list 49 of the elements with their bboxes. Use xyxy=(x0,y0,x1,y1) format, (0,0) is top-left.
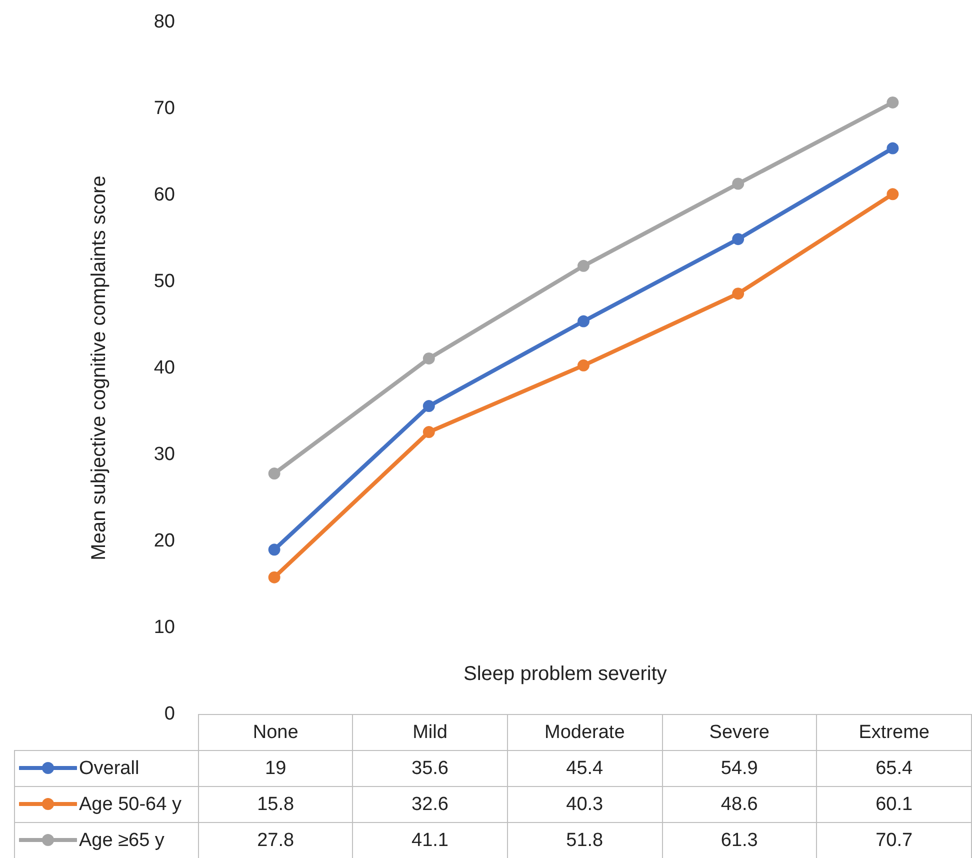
data-label: 54.9 xyxy=(662,750,817,786)
point xyxy=(732,178,744,190)
y-tick-label: 30 xyxy=(154,444,175,465)
point xyxy=(732,233,744,246)
data-label: 19 xyxy=(198,750,353,786)
point xyxy=(886,188,899,200)
x-tick-label: Mild xyxy=(352,714,508,750)
data-label: 65.4 xyxy=(816,750,972,786)
y-tick-label: 40 xyxy=(154,358,175,378)
legend-label: Age 50-64 y xyxy=(14,786,198,822)
point xyxy=(578,315,590,328)
data-label: 27.8 xyxy=(198,822,353,858)
data-label: 45.4 xyxy=(507,750,662,786)
legend-label: Age ≥65 y xyxy=(14,822,198,858)
point xyxy=(578,260,590,272)
x-axis-title: Sleep problem severity xyxy=(464,663,667,685)
y-tick-label: 80 xyxy=(154,12,175,32)
data-label: 35.6 xyxy=(352,750,508,786)
x-tick-label: Extreme xyxy=(816,714,972,750)
y-tick-label: 10 xyxy=(154,617,175,638)
data-label: 51.8 xyxy=(507,822,662,858)
y-tick-label: 0 xyxy=(164,704,175,724)
y-tick-label: 60 xyxy=(154,184,175,206)
y-axis-title: Mean subjective cognitive complaints score xyxy=(88,176,110,560)
y-tick-label: 20 xyxy=(154,530,175,552)
x-tick-label: Moderate xyxy=(507,714,662,750)
y-tick-label: 50 xyxy=(154,271,175,292)
point xyxy=(886,142,899,154)
point xyxy=(578,359,590,372)
point xyxy=(422,352,435,364)
point xyxy=(268,571,280,584)
point xyxy=(886,96,899,108)
y-tick-label: 70 xyxy=(154,98,175,119)
data-label: 15.8 xyxy=(198,786,353,822)
point xyxy=(422,426,435,438)
data-label: 70.7 xyxy=(816,822,972,858)
data-label: 60.1 xyxy=(816,786,972,822)
point xyxy=(422,400,435,412)
point xyxy=(268,544,280,556)
data-label: 61.3 xyxy=(662,822,817,858)
data-label: 40.3 xyxy=(507,786,662,822)
x-tick-label: None xyxy=(198,714,353,750)
x-tick-label: Severe xyxy=(662,714,817,750)
data-label: 48.6 xyxy=(662,786,817,822)
legend-label: Overall xyxy=(14,750,198,786)
point xyxy=(268,468,280,480)
data-label: 41.1 xyxy=(352,822,508,858)
data-label: 32.6 xyxy=(352,786,508,822)
point xyxy=(732,288,744,300)
